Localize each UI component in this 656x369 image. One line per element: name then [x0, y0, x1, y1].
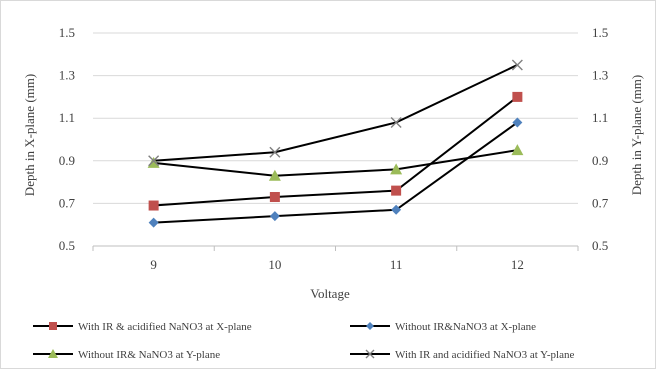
left-y-tick-label: 1.3	[59, 68, 75, 83]
series-marker	[48, 349, 58, 358]
series-marker	[148, 217, 159, 228]
series-marker	[269, 211, 280, 222]
gridlines	[93, 32, 578, 247]
series-markers	[147, 59, 524, 228]
x-tick-label: 10	[268, 257, 281, 272]
series-marker	[512, 91, 523, 102]
left-y-tick-label: 0.5	[59, 238, 75, 253]
legend-item: Without IR& NaNO3 at Y-plane	[33, 349, 220, 361]
series-marker	[147, 156, 160, 168]
series-marker	[148, 200, 159, 211]
left-y-tick-label: 1.1	[59, 110, 75, 125]
right-y-axis-title: Depth in Y-plane (mm)	[629, 75, 644, 195]
legend-item: With IR & acidified NaNO3 at X-plane	[33, 321, 252, 333]
axes	[92, 245, 579, 251]
series-line	[153, 96, 518, 207]
series-line	[153, 64, 518, 162]
legend-item: Without IR&NaNO3 at X-plane	[350, 321, 536, 333]
series-marker	[391, 185, 402, 196]
legend-label: Without IR& NaNO3 at Y-plane	[78, 349, 220, 361]
legend: With IR & acidified NaNO3 at X-plane With…	[33, 321, 574, 361]
legend-label: With IR and acidified NaNO3 at Y-plane	[395, 349, 574, 361]
right-y-tick-label: 1.1	[592, 110, 608, 125]
right-y-tick-label: 0.9	[592, 153, 608, 168]
left-y-tick-label: 0.7	[59, 195, 76, 210]
right-y-tick-label: 0.5	[592, 238, 608, 253]
series-marker	[268, 169, 281, 181]
series-marker	[49, 322, 57, 330]
series-marker	[366, 322, 374, 330]
series-marker	[365, 349, 375, 359]
right-y-tick-label: 1.5	[592, 25, 608, 40]
x-axis-title: Voltage	[310, 286, 350, 301]
series-line	[153, 121, 518, 224]
series-marker	[269, 146, 281, 158]
right-y-tick-label: 1.3	[592, 68, 608, 83]
right-y-tick-label: 0.7	[592, 195, 609, 210]
legend-label: Without IR&NaNO3 at X-plane	[395, 321, 536, 333]
series-line	[153, 149, 518, 177]
tick-labels: 0.5 0.7 0.9 1.1 1.3 1.5 0.5 0.7 0.9 1.1 1.3 1.5 9 10 1…	[59, 25, 609, 272]
legend-label: With IR & acidified NaNO3 at X-plane	[78, 321, 252, 333]
series-marker	[148, 155, 160, 167]
series-lines	[153, 64, 518, 224]
series-marker	[269, 192, 280, 203]
x-tick-label: 9	[150, 257, 157, 272]
series-marker	[511, 59, 523, 71]
left-y-tick-label: 0.9	[59, 153, 75, 168]
series-marker	[390, 116, 402, 128]
series-marker	[511, 144, 524, 156]
legend-item: With IR and acidified NaNO3 at Y-plane	[350, 349, 574, 361]
x-tick-label: 11	[390, 257, 403, 272]
x-tick-label: 12	[511, 257, 524, 272]
left-y-tick-label: 1.5	[59, 25, 75, 40]
left-y-axis-title: Depth in X-plane (mm)	[22, 74, 37, 196]
series-marker	[390, 163, 403, 175]
series-marker	[512, 117, 523, 128]
series-marker	[391, 204, 402, 215]
